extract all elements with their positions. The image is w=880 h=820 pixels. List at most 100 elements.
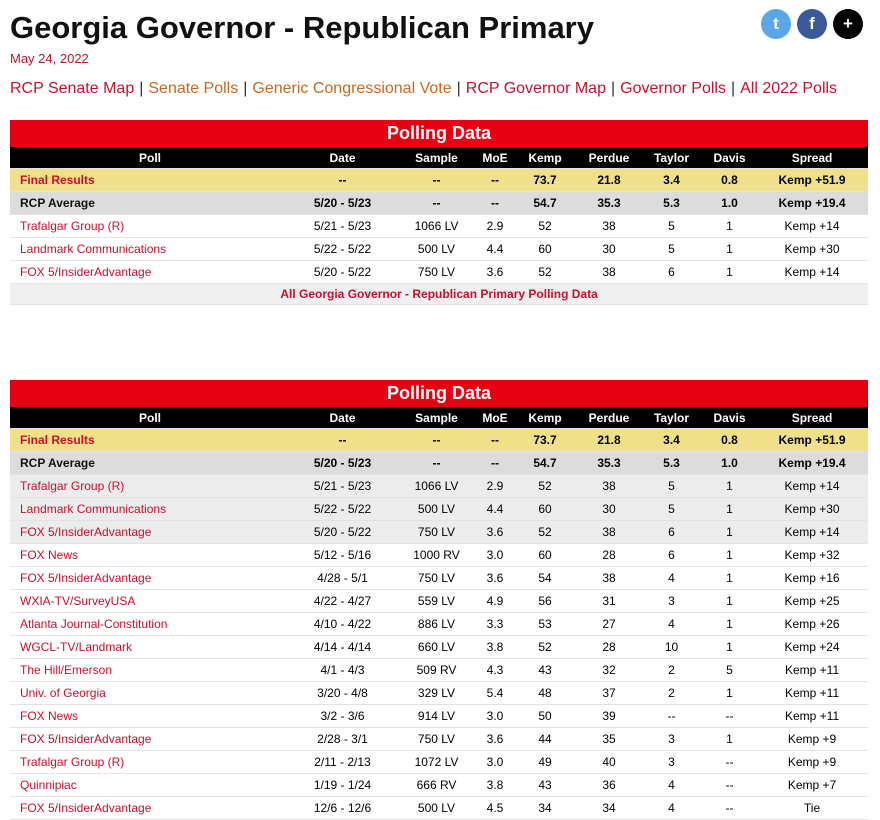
nav-link[interactable]: Senate Polls bbox=[148, 80, 239, 97]
cell: 2.9 bbox=[478, 474, 512, 498]
nav-link[interactable]: Generic Congressional Vote bbox=[252, 80, 452, 97]
cell: 30 bbox=[578, 497, 640, 521]
cell: 4.4 bbox=[478, 497, 512, 521]
nav-link[interactable]: RCP Senate Map bbox=[10, 80, 135, 97]
cell: -- bbox=[478, 428, 512, 452]
poll-name[interactable]: Final Results bbox=[10, 168, 290, 192]
table-row: Landmark Communications 5/22 - 5/22 500 LV… bbox=[10, 497, 869, 521]
poll-name[interactable]: Final Results bbox=[10, 428, 290, 452]
column-header: Date bbox=[290, 407, 395, 429]
nav-link[interactable]: Governor Polls bbox=[620, 80, 726, 97]
poll-name[interactable]: Trafalgar Group (R) bbox=[10, 474, 290, 498]
cell: Kemp +11 bbox=[756, 658, 869, 682]
table-title: Polling Data bbox=[10, 380, 869, 407]
cell: 2/11 - 2/13 bbox=[290, 750, 395, 774]
cell: Tie bbox=[756, 796, 869, 820]
cell: 3.6 bbox=[478, 566, 512, 590]
page-title: Georgia Governor - Republican Primary bbox=[10, 10, 594, 45]
cell: 3.4 bbox=[640, 168, 703, 192]
cell: -- bbox=[703, 750, 756, 774]
poll-name[interactable]: FOX News bbox=[10, 704, 290, 728]
share-button[interactable]: + bbox=[833, 9, 863, 39]
cell: 0.8 bbox=[703, 428, 756, 452]
cell: 3.0 bbox=[478, 704, 512, 728]
poll-name[interactable]: Quinnipiac bbox=[10, 773, 290, 797]
cell: -- bbox=[290, 168, 395, 192]
poll-name: RCP Average bbox=[10, 191, 290, 215]
cell: 2.9 bbox=[478, 214, 512, 238]
cell: 3 bbox=[640, 589, 703, 613]
cell: 54.7 bbox=[512, 191, 578, 215]
cell: 4.3 bbox=[478, 658, 512, 682]
poll-name[interactable]: The Hill/Emerson bbox=[10, 658, 290, 682]
poll-name[interactable]: Trafalgar Group (R) bbox=[10, 750, 290, 774]
cell: 4 bbox=[640, 566, 703, 590]
cell: 38 bbox=[578, 520, 640, 544]
cell: 3.8 bbox=[478, 773, 512, 797]
cell: 4/1 - 4/3 bbox=[290, 658, 395, 682]
nav-separator: | bbox=[139, 80, 144, 97]
cell: 52 bbox=[512, 520, 578, 544]
cell: 1 bbox=[703, 612, 756, 636]
cell: 53 bbox=[512, 612, 578, 636]
cell: 44 bbox=[512, 727, 578, 751]
cell: 4 bbox=[640, 796, 703, 820]
cell: 73.7 bbox=[512, 428, 578, 452]
cell: 6 bbox=[640, 543, 703, 567]
cell: 12/6 - 12/6 bbox=[290, 796, 395, 820]
cell: 1066 LV bbox=[395, 474, 478, 498]
cell: Kemp +7 bbox=[756, 773, 869, 797]
twitter-button[interactable]: t bbox=[761, 9, 791, 39]
column-header: Perdue bbox=[578, 147, 640, 169]
facebook-button[interactable]: f bbox=[797, 9, 827, 39]
cell: -- bbox=[703, 704, 756, 728]
cell: -- bbox=[290, 428, 395, 452]
poll-name[interactable]: FOX News bbox=[10, 543, 290, 567]
cell: 21.8 bbox=[578, 168, 640, 192]
poll-name[interactable]: Landmark Communications bbox=[10, 497, 290, 521]
cell: Kemp +24 bbox=[756, 635, 869, 659]
cell: 6 bbox=[640, 520, 703, 544]
cell: 48 bbox=[512, 681, 578, 705]
cell: 886 LV bbox=[395, 612, 478, 636]
poll-name[interactable]: FOX 5/InsiderAdvantage bbox=[10, 566, 290, 590]
cell: 1 bbox=[703, 543, 756, 567]
poll-name[interactable]: Univ. of Georgia bbox=[10, 681, 290, 705]
poll-name[interactable]: FOX 5/InsiderAdvantage bbox=[10, 520, 290, 544]
poll-name[interactable]: WXIA-TV/SurveyUSA bbox=[10, 589, 290, 613]
poll-name[interactable]: Atlanta Journal-Constitution bbox=[10, 612, 290, 636]
poll-name[interactable]: Landmark Communications bbox=[10, 237, 290, 261]
poll-name[interactable]: FOX 5/InsiderAdvantage bbox=[10, 727, 290, 751]
poll-table: Polling Data Poll Date Sample MoE Kemp Perdue T… bbox=[10, 120, 869, 305]
cell: 660 LV bbox=[395, 635, 478, 659]
poll-name[interactable]: FOX 5/InsiderAdvantage bbox=[10, 260, 290, 284]
caption-row: Polling Data bbox=[10, 120, 869, 147]
cell: 49 bbox=[512, 750, 578, 774]
poll-name[interactable]: Trafalgar Group (R) bbox=[10, 214, 290, 238]
cell: 52 bbox=[512, 214, 578, 238]
nav-link[interactable]: All 2022 Polls bbox=[740, 80, 838, 97]
column-header: Davis bbox=[703, 407, 756, 429]
poll-name[interactable]: FOX 5/InsiderAdvantage bbox=[10, 796, 290, 820]
cell: 4/10 - 4/22 bbox=[290, 612, 395, 636]
cell: 5 bbox=[703, 658, 756, 682]
cell: 30 bbox=[578, 237, 640, 261]
table-row: Final Results -- -- -- 73.7 21.8 3.4 0.8 Kemp +5… bbox=[10, 168, 869, 192]
cell: 54 bbox=[512, 566, 578, 590]
cell: Kemp +14 bbox=[756, 474, 869, 498]
cell: 37 bbox=[578, 681, 640, 705]
header-row: Poll Date Sample MoE Kemp Perdue Taylor Davis Sp… bbox=[10, 407, 869, 429]
nav-link[interactable]: RCP Governor Map bbox=[465, 80, 606, 97]
cell: 3.3 bbox=[478, 612, 512, 636]
cell: 5 bbox=[640, 497, 703, 521]
poll-name[interactable]: WGCL-TV/Landmark bbox=[10, 635, 290, 659]
cell: 1 bbox=[703, 681, 756, 705]
table-row: FOX 5/InsiderAdvantage 5/20 - 5/22 750 LV 3… bbox=[10, 520, 869, 544]
table-row: WXIA-TV/SurveyUSA 4/22 - 4/27 559 LV 4.9 56 3… bbox=[10, 589, 869, 613]
footer-link[interactable]: All Georgia Governor - Republican Primar… bbox=[10, 283, 869, 305]
footer-row: All Georgia Governor - Republican Primar… bbox=[10, 283, 869, 305]
cell: 60 bbox=[512, 497, 578, 521]
cell: 1 bbox=[703, 635, 756, 659]
cell: 5/21 - 5/23 bbox=[290, 474, 395, 498]
cell: 56 bbox=[512, 589, 578, 613]
